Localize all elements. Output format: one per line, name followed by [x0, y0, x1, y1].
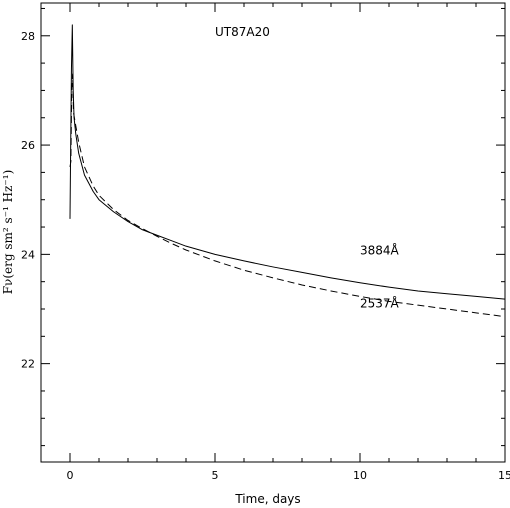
- x-tick-label: 15: [498, 469, 510, 482]
- y-tick-label: 24: [21, 248, 35, 261]
- series-layer: [69, 24, 506, 318]
- y-tick-label: 26: [21, 139, 35, 152]
- x-tick-label: 10: [353, 469, 367, 482]
- axis-ticks: 0 5 10 15 22 24 26 28: [21, 3, 510, 482]
- x-tick-label: 5: [212, 469, 219, 482]
- chart-title: UT87A20: [215, 25, 270, 39]
- series-line-1: [69, 24, 506, 300]
- annotations-layer: 3884Å 2537Å: [360, 242, 400, 310]
- x-tick-label: 0: [67, 469, 74, 482]
- y-tick-label: 28: [21, 30, 35, 43]
- x-axis-title: Time, days: [234, 492, 300, 506]
- y-axis-title: Fν(erg sm² s⁻¹ Hz⁻¹): [1, 170, 15, 295]
- series-label: 3884Å: [360, 242, 400, 257]
- y-tick-label: 22: [21, 358, 35, 371]
- series-line-2: [69, 73, 506, 318]
- plot-frame: [40, 2, 506, 463]
- series-label: 2537Å: [360, 295, 400, 310]
